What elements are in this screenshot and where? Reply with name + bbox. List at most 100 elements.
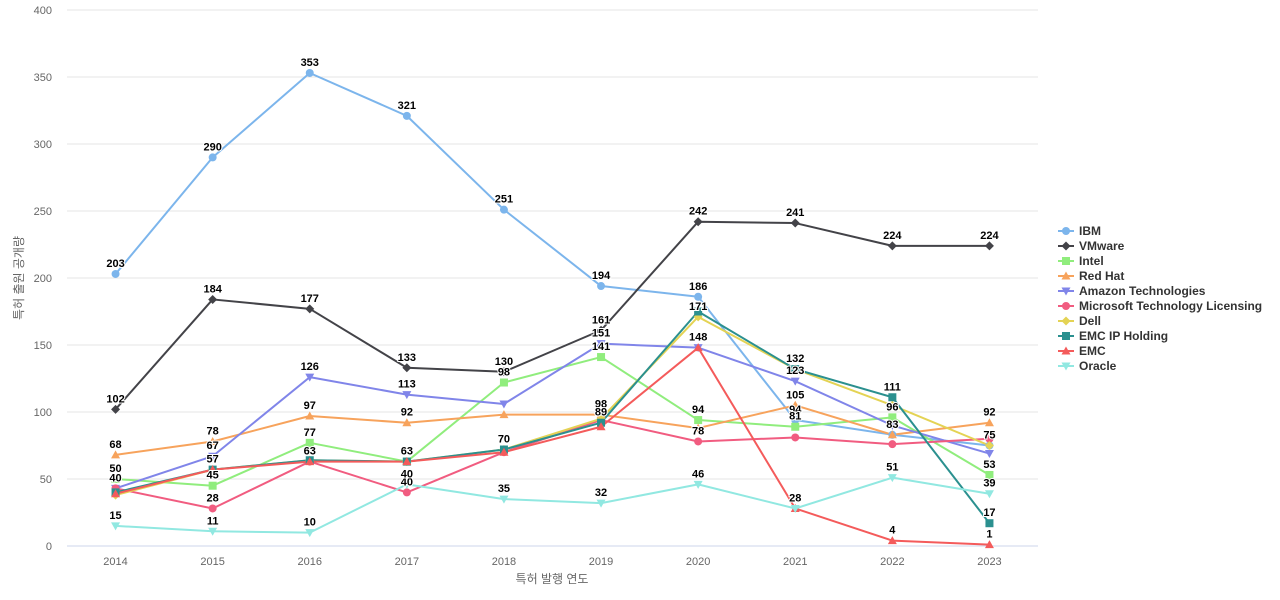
legend-item-red-hat[interactable]: Red Hat: [1058, 268, 1262, 283]
series-line-amazon-technologies: [114, 342, 991, 490]
data-point-red-hat: [111, 450, 121, 459]
legend-swatch-oracle: [1058, 362, 1074, 370]
data-point-intel: [208, 481, 217, 490]
data-point-red-hat: [887, 430, 897, 439]
x-axis-title: 특허 발행 연도: [516, 571, 589, 586]
data-label-emc-ip-holding: 89: [595, 407, 607, 419]
data-point-red-hat: [984, 418, 994, 427]
data-point-amazon-technologies: [790, 377, 800, 386]
data-point-intel: [791, 422, 800, 431]
y-tick-label: 350: [34, 72, 52, 84]
data-point-vmware: [887, 241, 897, 251]
data-label-red-hat: 92: [401, 407, 413, 419]
legend-marker: [1061, 287, 1071, 295]
data-point-emc: [208, 465, 218, 474]
data-point-ibm: [208, 153, 217, 162]
legend-label: EMC: [1079, 343, 1106, 358]
data-label-emc-ip-holding: 111: [884, 381, 901, 393]
data-label-vmware: 133: [398, 352, 416, 364]
x-tick-label: 2018: [492, 556, 516, 568]
data-label-red-hat: 92: [983, 407, 995, 419]
legend-item-microsoft-technology-licensing[interactable]: Microsoft Technology Licensing: [1058, 298, 1262, 313]
data-label-oracle: 51: [886, 462, 898, 474]
data-point-oracle: [984, 490, 994, 499]
data-label-red-hat: 68: [109, 439, 121, 451]
data-label-vmware: 242: [689, 206, 707, 218]
data-label-emc: 28: [789, 492, 801, 504]
legend-swatch-microsoft-technology-licensing: [1058, 301, 1074, 310]
legend-item-amazon-technologies[interactable]: Amazon Technologies: [1058, 283, 1262, 298]
legend-item-oracle[interactable]: Oracle: [1058, 358, 1262, 373]
y-axis-ticks: 0 50 100 150 200 250 300 350 400: [34, 5, 52, 553]
series-line-red-hat: [114, 404, 991, 456]
data-point-oracle: [596, 499, 606, 508]
data-label-intel: 81: [789, 411, 801, 423]
legend-label: Intel: [1079, 253, 1104, 268]
data-point-emc: [305, 457, 315, 466]
data-point-ibm: [694, 292, 703, 301]
data-point-red-hat: [693, 423, 703, 432]
data-point-oracle: [693, 480, 703, 489]
data-label-microsoft-technology-licensing: 40: [109, 472, 121, 484]
data-point-vmware: [596, 325, 606, 335]
data-label-emc: 148: [689, 332, 707, 344]
y-tick-label: 100: [34, 407, 52, 419]
data-point-microsoft-technology-licensing: [985, 434, 994, 443]
legend-item-dell[interactable]: Dell: [1058, 313, 1262, 328]
data-point-emc: [402, 457, 412, 466]
legend-label: Red Hat: [1079, 268, 1125, 283]
legend-swatch-intel: [1058, 256, 1074, 265]
legend-item-intel[interactable]: Intel: [1058, 253, 1262, 268]
data-point-amazon-technologies: [984, 450, 994, 459]
data-label-oracle: 10: [304, 517, 316, 529]
series-line-oracle: [114, 476, 991, 534]
data-label-oracle: 32: [595, 487, 607, 499]
data-point-vmware: [984, 241, 994, 251]
data-label-oracle: 39: [983, 478, 995, 490]
data-point-vmware: [693, 217, 703, 227]
data-point-oracle: [887, 474, 897, 483]
y-tick-label: 200: [34, 273, 52, 285]
data-label-vmware: 241: [786, 207, 804, 219]
data-label-emc: 4: [889, 525, 896, 537]
data-label-amazon-technologies: 126: [301, 361, 319, 373]
data-label-ibm: 186: [689, 281, 707, 293]
data-label-vmware: 184: [203, 283, 222, 295]
data-label-intel: 53: [983, 459, 995, 471]
data-label-vmware: 161: [592, 314, 610, 326]
data-point-dell: [887, 400, 897, 410]
y-tick-label: 0: [46, 541, 52, 553]
legend-item-vmware[interactable]: VMware: [1058, 238, 1262, 253]
data-label-intel: 63: [401, 446, 413, 458]
legend-marker: [1061, 362, 1071, 370]
legend-label: Microsoft Technology Licensing: [1079, 298, 1263, 313]
data-point-oracle: [208, 527, 218, 536]
legend-label: VMware: [1079, 238, 1125, 253]
legend-item-emc-ip-holding[interactable]: EMC IP Holding: [1058, 328, 1262, 343]
legend-item-emc[interactable]: EMC: [1058, 343, 1262, 358]
data-label-intel: 96: [886, 401, 898, 413]
data-point-emc: [499, 447, 509, 456]
data-point-vmware: [111, 404, 121, 414]
data-point-emc: [596, 422, 606, 431]
data-point-ibm: [111, 269, 120, 278]
data-point-red-hat: [790, 400, 800, 409]
x-tick-label: 2023: [977, 556, 1001, 568]
data-label-ibm: 353: [301, 57, 319, 69]
data-label-oracle: 40: [401, 468, 413, 480]
data-label-vmware: 224: [883, 230, 902, 242]
legend-item-ibm[interactable]: IBM: [1058, 223, 1262, 238]
data-point-vmware: [790, 218, 800, 228]
data-point-red-hat: [208, 436, 218, 445]
data-point-amazon-technologies: [402, 391, 412, 400]
data-label-vmware: 224: [980, 230, 999, 242]
data-point-microsoft-technology-licensing: [694, 437, 703, 446]
legend-marker: [1061, 316, 1071, 325]
series-lines: [114, 71, 991, 546]
chart-legend: IBM VMware Intel Red Hat Amazon Technologies…: [1058, 223, 1262, 373]
data-point-intel: [305, 438, 314, 447]
data-point-amazon-technologies: [305, 373, 315, 382]
data-label-ibm: 194: [592, 270, 611, 282]
y-tick-label: 400: [34, 5, 52, 17]
